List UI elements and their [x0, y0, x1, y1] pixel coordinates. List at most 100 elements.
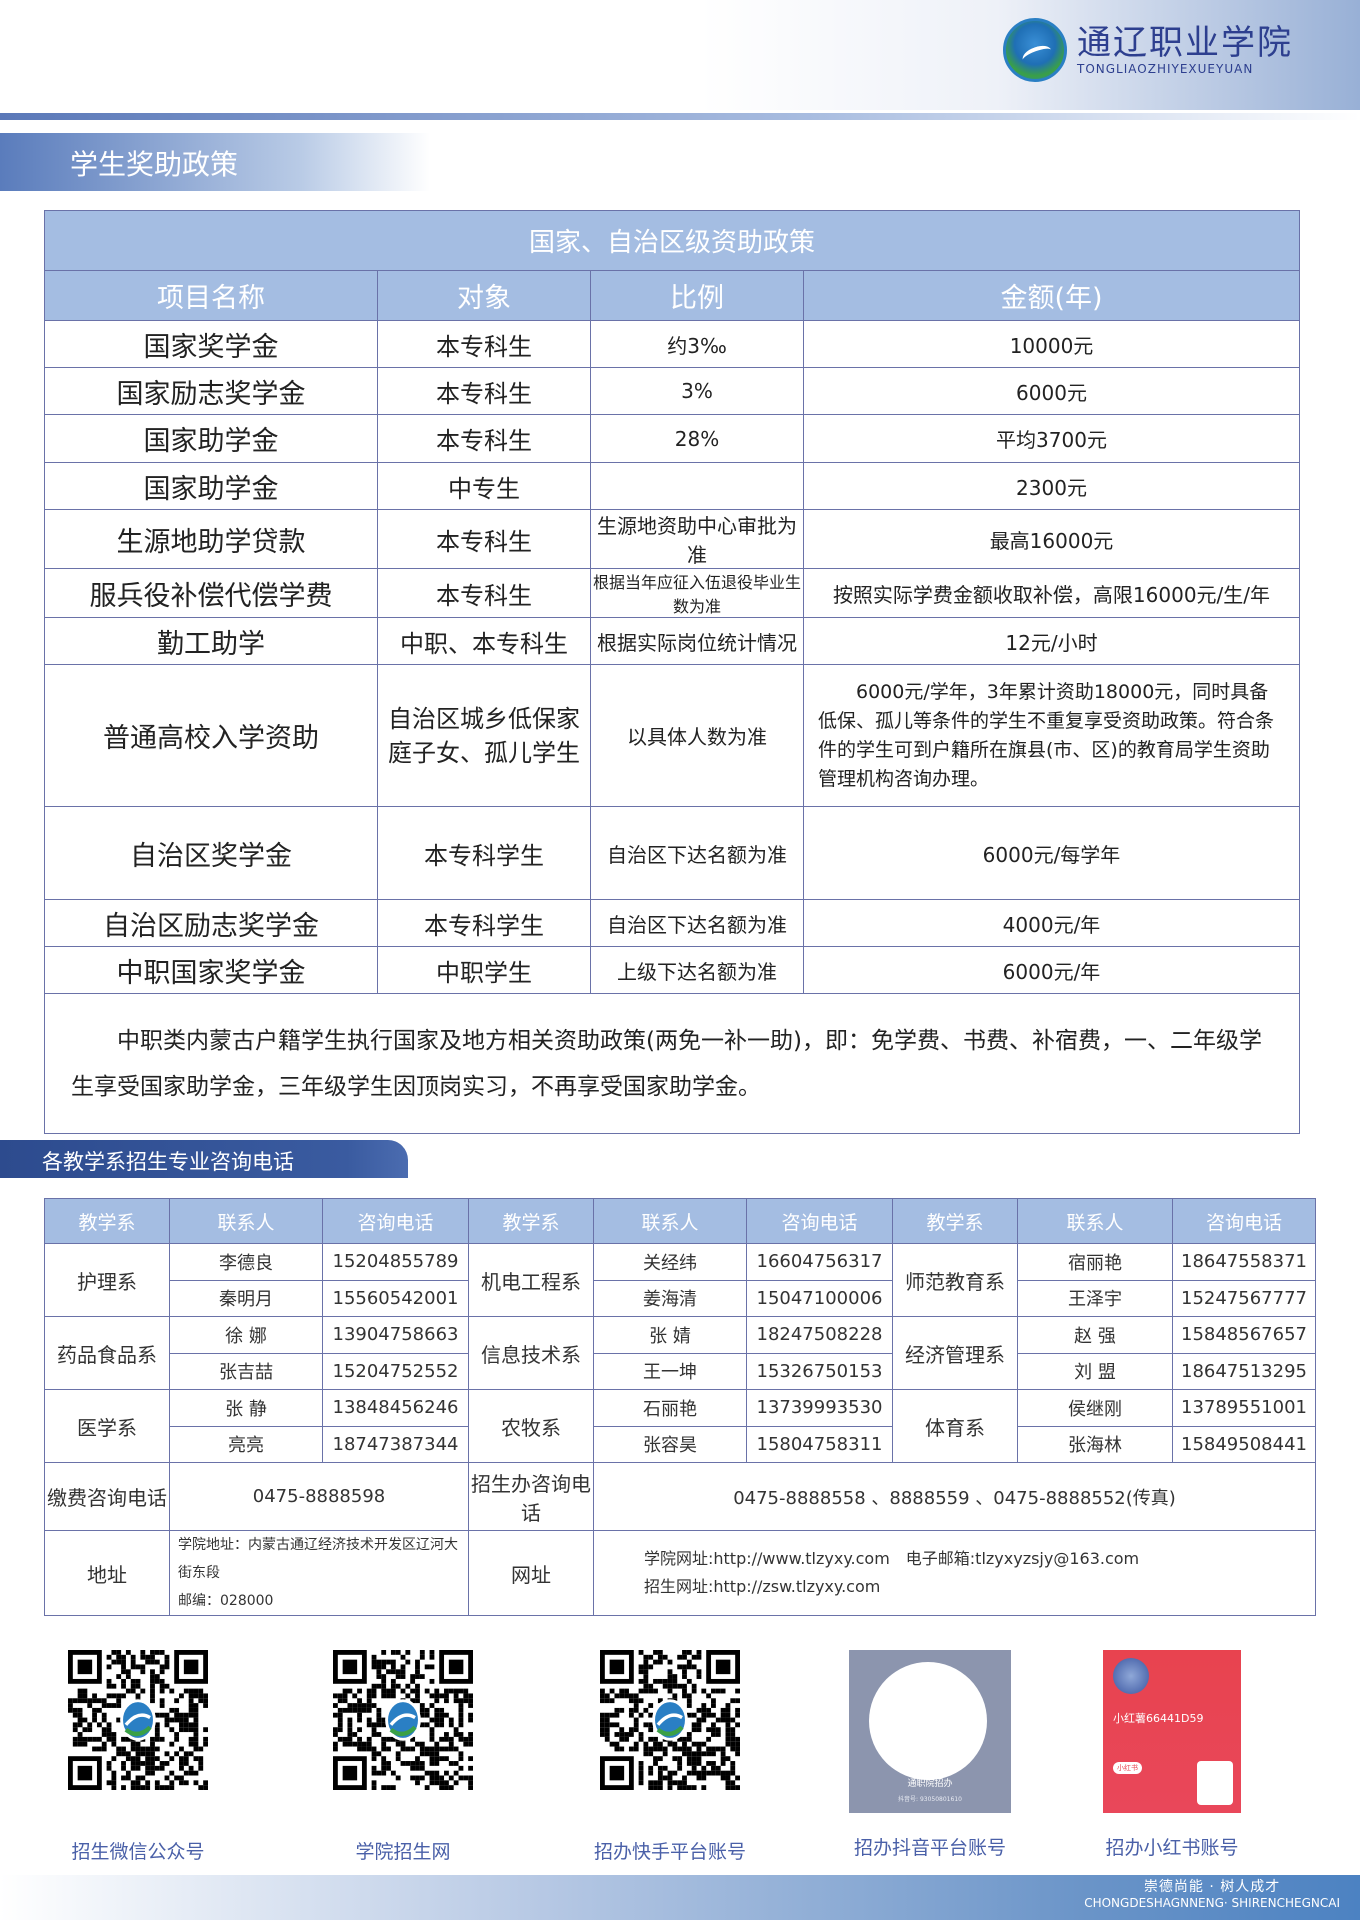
contact-phone: 13789551001 [1172, 1389, 1316, 1427]
admission-website[interactable]: 招生网址:http://zsw.tlzyxy.com [644, 1577, 881, 1596]
footer-band: 崇德尚能 · 树人成才 CHONGDESHAGNNENG· SHIRENCHEGN… [0, 1875, 1360, 1920]
policy-ratio: 自治区下达名额为准 [590, 806, 804, 900]
policy-target: 本专科生 [377, 509, 591, 569]
column-header: 联系人 [1017, 1198, 1173, 1244]
fee-label: 缴费咨询电话 [44, 1462, 170, 1531]
policy-amount: 6000元 [803, 367, 1300, 415]
contact-person: 亮亮 [169, 1425, 323, 1463]
qr-wechat: 招生微信公众号 [58, 1650, 218, 1864]
douyin-id: 抖音号: 93050801610 [898, 1796, 962, 1803]
contact-person: 王一坤 [593, 1352, 747, 1390]
policy-target: 本专科学生 [377, 806, 591, 900]
douyin-qr-icon [869, 1662, 987, 1780]
qr-label: 招办抖音平台账号 [853, 1837, 1006, 1859]
avatar [1113, 1658, 1149, 1694]
department: 护理系 [44, 1243, 170, 1317]
logo-name-en: TONGLIAOZHIYEXUEYUAN [1077, 62, 1254, 76]
policy-row: 自治区奖学金 本专科学生 自治区下达名额为准 6000元/每学年 [44, 806, 1300, 900]
xhs-qr-icon [1197, 1761, 1233, 1805]
policy-row: 普通高校入学资助 自治区城乡低保家庭子女、孤儿学生 以具体人数为准 6000元/学年… [44, 664, 1300, 807]
policy-row: 生源地助学贷款 本专科生 生源地资助中心审批为准 最高16000元 [44, 509, 1300, 569]
qr-code-icon [600, 1650, 740, 1790]
policy-target: 本专科生 [377, 414, 591, 463]
xhs-badge: 小红书 [1113, 1762, 1142, 1774]
college-website[interactable]: 学院网址:http://www.tlzyxy.com 电子邮箱:tlzyxyzs… [644, 1549, 1140, 1568]
douyin-name: 通职院招办 [907, 1779, 953, 1789]
qr-label: 招办小红书账号 [1105, 1837, 1239, 1859]
policy-amount: 按照实际学费金额收取补偿，高限16000元/生/年 [803, 568, 1300, 618]
logo-name-cn: 通辽职业学院 [1077, 23, 1293, 63]
policy-row: 国家奖学金 本专科生 约3‰ 10000元 [44, 320, 1300, 368]
contact-person: 赵 强 [1017, 1316, 1173, 1354]
policy-name: 勤工助学 [44, 617, 378, 665]
contact-person: 关经纬 [593, 1243, 747, 1281]
section-title: 各教学系招生专业咨询电话 [42, 1150, 294, 1174]
department: 机电工程系 [468, 1243, 594, 1317]
contact-phone: 15326750153 [746, 1352, 893, 1390]
policy-name: 中职国家奖学金 [44, 946, 378, 994]
postcode: 邮编：028000 [178, 1593, 274, 1609]
contact-person: 张吉喆 [169, 1352, 323, 1390]
contact-person: 张海林 [1017, 1425, 1173, 1463]
policy-amount: 6000元/年 [803, 946, 1300, 994]
contact-person: 刘 盟 [1017, 1352, 1173, 1390]
policy-row: 勤工助学 中职、本专科生 根据实际岗位统计情况 12元/小时 [44, 617, 1300, 665]
policy-ratio: 以具体人数为准 [590, 664, 804, 807]
contact-person: 李德良 [169, 1243, 323, 1281]
policy-target: 本专科学生 [377, 899, 591, 947]
contact-row: 张吉喆 15204752552 王一坤 15326750153 刘 盟 186475132… [45, 1352, 1316, 1390]
column-header: 教学系 [44, 1198, 170, 1244]
column-header: 咨询电话 [1172, 1198, 1316, 1244]
policy-ratio: 自治区下达名额为准 [590, 899, 804, 947]
contact-person: 张 静 [169, 1389, 323, 1427]
department: 药品食品系 [44, 1316, 170, 1390]
policy-target: 自治区城乡低保家庭子女、孤儿学生 [377, 664, 591, 807]
qr-label: 招生微信公众号 [71, 1841, 205, 1863]
contact-phone: 13904758663 [322, 1316, 469, 1354]
column-header: 项目名称 [44, 270, 378, 321]
contact-phone: 18647558371 [1172, 1243, 1316, 1281]
office-label: 招生办咨询电话 [468, 1462, 594, 1531]
douyin-card: 通职院招办抖音号: 93050801610 [849, 1650, 1011, 1813]
policy-note: 中职类内蒙古户籍学生执行国家及地方相关资助政策(两免一补一助)，即：免学费、书费… [44, 993, 1300, 1134]
college-emblem-icon [1003, 18, 1067, 82]
policy-amount: 2300元 [803, 462, 1300, 510]
column-header: 教学系 [468, 1198, 594, 1244]
contact-phone: 13848456246 [322, 1389, 469, 1427]
qr-kuaishou: 招办快手平台账号 [585, 1650, 755, 1864]
policy-row: 中职国家奖学金 中职学生 上级下达名额为准 6000元/年 [44, 946, 1300, 994]
column-header: 比例 [590, 270, 804, 321]
contact-row: 亮亮 18747387344 张容昊 15804758311 张海林 1584950844… [45, 1425, 1316, 1463]
policy-target: 本专科生 [377, 367, 591, 415]
contact-person: 姜海清 [593, 1279, 747, 1317]
qr-code-icon [333, 1650, 473, 1790]
section-title: 学生奖助政策 [70, 148, 239, 181]
policy-row: 国家励志奖学金 本专科生 3% 6000元 [44, 367, 1300, 415]
policy-ratio: 生源地资助中心审批为准 [590, 509, 804, 569]
policy-ratio: 约3‰ [590, 320, 804, 368]
web-label: 网址 [468, 1530, 594, 1616]
contact-phone: 18747387344 [322, 1425, 469, 1463]
policy-ratio: 根据当年应征入伍退役毕业生数为准 [590, 568, 804, 618]
qr-xiaohongshu: 小红薯66441D59 小红书 招办小红书账号 [1092, 1650, 1252, 1860]
department: 信息技术系 [468, 1316, 594, 1390]
contact-row: 秦明月 15560542001 姜海清 15047100006 王泽宇 152475677… [45, 1279, 1316, 1317]
contact-phone: 15247567777 [1172, 1279, 1316, 1317]
column-header: 教学系 [892, 1198, 1018, 1244]
policy-amount: 6000元/学年，3年累计资助18000元，同时具备低保、孤儿等条件的学生不重复… [803, 664, 1300, 807]
contact-phone: 18247508228 [746, 1316, 893, 1354]
contact-person: 宿丽艳 [1017, 1243, 1173, 1281]
xhs-name: 小红薯66441D59 [1113, 1712, 1204, 1725]
column-header: 联系人 [593, 1198, 747, 1244]
policy-name: 自治区奖学金 [44, 806, 378, 900]
policy-target: 中职学生 [377, 946, 591, 994]
section-title-bar: 学生奖助政策 [0, 133, 430, 191]
policy-name: 国家励志奖学金 [44, 367, 378, 415]
contact-person: 侯继刚 [1017, 1389, 1173, 1427]
policy-ratio: 根据实际岗位统计情况 [590, 617, 804, 665]
policy-target: 中职、本专科生 [377, 617, 591, 665]
address-label: 地址 [44, 1530, 170, 1616]
contact-phone: 15204752552 [322, 1352, 469, 1390]
contact-person: 秦明月 [169, 1279, 323, 1317]
policy-ratio: 28% [590, 414, 804, 463]
